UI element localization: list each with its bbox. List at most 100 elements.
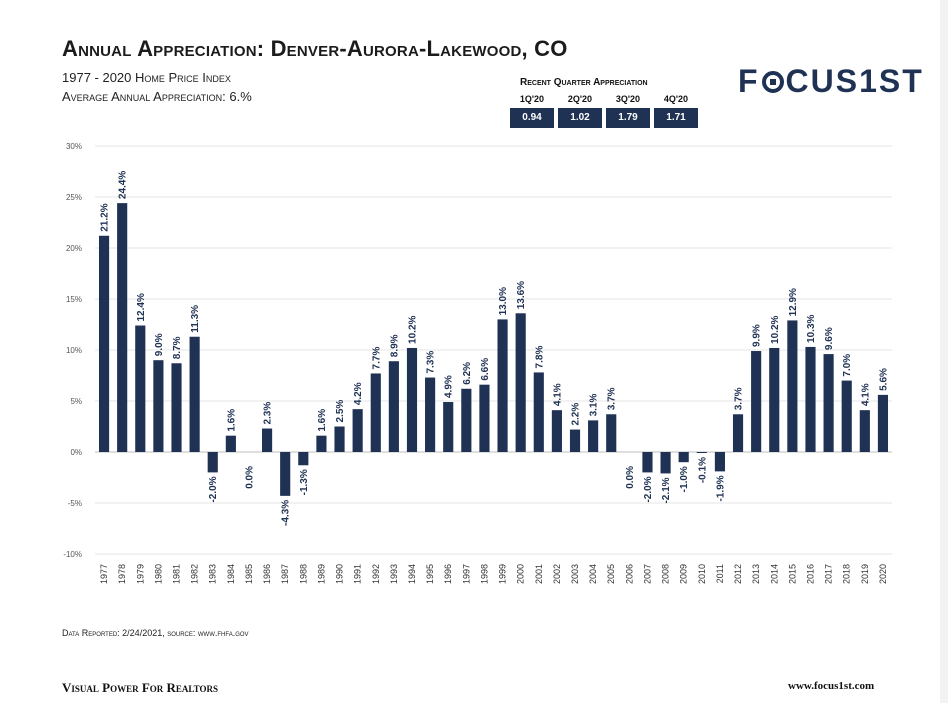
- data-label: -2.0%: [643, 476, 654, 502]
- data-label: 6.6%: [480, 358, 491, 381]
- data-label: 2.3%: [263, 402, 274, 425]
- data-label: 1.6%: [226, 409, 237, 432]
- bar: [497, 319, 508, 452]
- data-label: 0.0%: [625, 466, 636, 489]
- x-tick-label: 1989: [316, 564, 326, 584]
- logo-house-icon: [761, 70, 784, 93]
- footer-website: www.focus1st.com: [788, 680, 875, 692]
- x-tick-label: 1980: [153, 564, 163, 584]
- x-tick-label: 1998: [479, 564, 489, 584]
- bar: [189, 336, 200, 452]
- x-tick-label: 1988: [298, 564, 308, 584]
- bar: [732, 414, 744, 452]
- x-tick-label: 1999: [498, 564, 508, 584]
- chart-subtitle-index: 1977 - 2020 Home Price Index: [62, 70, 231, 85]
- x-tick-label: 2016: [805, 564, 815, 584]
- data-label: 4.2%: [353, 382, 364, 405]
- data-label: 8.9%: [389, 334, 400, 357]
- focus1st-logo: F CUS1ST: [738, 63, 924, 100]
- x-tick-label: 2008: [661, 564, 671, 584]
- data-label: 2.5%: [335, 400, 346, 423]
- bar: [388, 361, 399, 452]
- data-source-note: Data Reported: 2/24/2021, source: www.fh…: [62, 628, 249, 638]
- x-tick-label: 2007: [642, 564, 652, 584]
- x-tick-label: 1992: [371, 564, 381, 584]
- bar: [425, 377, 436, 452]
- x-tick-label: 1987: [280, 564, 290, 584]
- x-tick-label: 1985: [244, 564, 254, 584]
- x-tick-label: 1984: [226, 564, 236, 584]
- bar: [262, 428, 273, 452]
- data-label: -1.0%: [679, 466, 690, 492]
- x-tick-label: 2009: [679, 564, 689, 584]
- data-label: 10.2%: [407, 315, 418, 343]
- data-label: 4.1%: [552, 383, 563, 406]
- y-tick-label: -5%: [68, 499, 82, 508]
- x-tick-label: 1978: [117, 564, 127, 584]
- data-label: 12.9%: [788, 288, 799, 316]
- bar: [225, 435, 236, 452]
- logo-text-start: F: [738, 63, 760, 99]
- quarter-label: 2Q'20: [567, 94, 593, 104]
- bar: [461, 388, 472, 452]
- x-tick-label: 1991: [353, 564, 363, 584]
- chart-subtitle-average: Average Annual Appreciation: 6.%: [62, 89, 252, 104]
- x-tick-label: 2020: [878, 564, 888, 584]
- data-label: -4.3%: [281, 500, 292, 526]
- data-label: 9.9%: [752, 324, 763, 347]
- bar: [352, 409, 363, 452]
- quarter-value: 1.71: [654, 108, 698, 128]
- data-label: 6.2%: [462, 362, 473, 385]
- x-tick-label: 2013: [751, 564, 761, 584]
- bar: [153, 360, 164, 452]
- data-label: 1.6%: [317, 409, 328, 432]
- data-label: -1.9%: [715, 475, 726, 501]
- bar: [533, 372, 544, 452]
- quarter-label: 3Q'20: [615, 94, 641, 104]
- quarter-value: 1.02: [558, 108, 602, 128]
- bar: [569, 429, 581, 452]
- y-tick-label: 25%: [66, 193, 82, 202]
- x-tick-label: 1982: [190, 564, 200, 584]
- bar: [406, 347, 418, 452]
- data-label: 3.7%: [734, 387, 745, 410]
- data-label: 4.9%: [444, 375, 455, 398]
- x-tick-label: 1986: [262, 564, 272, 584]
- bar: [787, 320, 798, 452]
- bar: [642, 452, 653, 473]
- bar: [823, 354, 834, 452]
- data-label: 5.6%: [878, 368, 889, 391]
- x-tick-label: 1995: [425, 564, 435, 584]
- x-tick-label: 1993: [389, 564, 399, 584]
- data-label: 8.7%: [172, 336, 183, 359]
- bar: [714, 452, 725, 472]
- footer-tagline: Visual Power For Realtors: [62, 680, 218, 695]
- bar: [479, 384, 490, 452]
- quarter-label: 4Q'20: [663, 94, 689, 104]
- x-tick-label: 2014: [769, 564, 779, 584]
- data-label: 21.2%: [100, 203, 111, 231]
- data-label: 7.3%: [426, 351, 437, 374]
- x-tick-label: 1983: [208, 564, 218, 584]
- y-tick-label: 0%: [70, 448, 82, 457]
- data-label: 2.2%: [571, 403, 582, 426]
- bar: [316, 435, 327, 452]
- x-tick-label: 2002: [552, 564, 562, 584]
- x-tick-label: 2005: [606, 564, 616, 584]
- data-label: -2.1%: [661, 477, 672, 503]
- bar: [751, 351, 762, 452]
- bar: [98, 235, 110, 452]
- bar: [370, 373, 381, 452]
- y-tick-label: 15%: [66, 295, 82, 304]
- bar: [678, 452, 689, 463]
- bar: [551, 410, 562, 452]
- x-tick-label: 2015: [787, 564, 797, 584]
- x-tick-label: 2018: [842, 564, 852, 584]
- bar: [280, 452, 291, 496]
- y-tick-label: -10%: [63, 550, 82, 559]
- bar: [606, 414, 617, 452]
- bar: [696, 452, 707, 454]
- bar-chart: 30% 25% 20% 15% 10% 5% 0% -5% -10% 21.2% 1977 24.4%…: [63, 142, 892, 584]
- x-tick-label: 2006: [624, 564, 634, 584]
- data-label: 13.6%: [516, 281, 527, 309]
